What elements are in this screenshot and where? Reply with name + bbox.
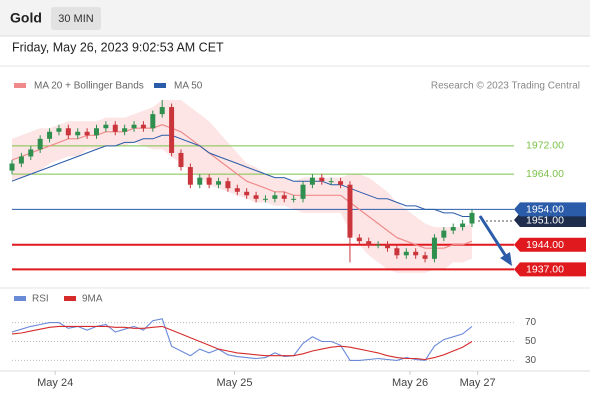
- candle-body: [356, 237, 362, 242]
- candle-body: [272, 195, 278, 199]
- rsi-panel: 70 50 30: [11, 317, 537, 366]
- legend-label: MA 20 + Bollinger Bands: [34, 81, 144, 92]
- candle-body: [422, 255, 428, 259]
- timeframe[interactable]: 30 MIN: [58, 13, 94, 25]
- candle-body: [169, 107, 175, 153]
- x-tick-label: May 25: [216, 377, 252, 389]
- level-tag: [514, 213, 586, 227]
- candle-body: [469, 212, 475, 224]
- candle-body: [216, 181, 222, 185]
- candle-body: [103, 124, 109, 129]
- candle-body: [328, 181, 334, 183]
- level-label: 1937.00: [526, 264, 564, 276]
- y-tick-label: 30: [525, 355, 537, 366]
- x-tick-label: May 27: [460, 377, 496, 389]
- moving-average: [11, 124, 473, 249]
- candle-body: [385, 244, 391, 249]
- rsi-line: [11, 318, 473, 361]
- candle-body: [187, 167, 193, 185]
- legend-label: 9MA: [82, 294, 103, 305]
- candle-body: [140, 124, 146, 129]
- candle-body: [450, 227, 456, 231]
- level-label: 1954.00: [526, 204, 564, 216]
- candle-body: [93, 128, 99, 136]
- level-label: 1944.00: [526, 239, 564, 251]
- candle-body: [206, 177, 212, 185]
- level-tag: [514, 262, 586, 277]
- candle-body: [18, 156, 24, 164]
- candle-body: [366, 241, 372, 245]
- candle-body: [9, 163, 15, 171]
- candle-body: [413, 251, 419, 256]
- candle-body: [460, 223, 466, 228]
- level-label: 1964.00: [526, 168, 564, 180]
- candle-body: [319, 177, 325, 182]
- rsi-line: [11, 325, 473, 361]
- candle-body: [37, 138, 43, 150]
- candle-body: [56, 128, 62, 132]
- candle-body: [28, 149, 34, 157]
- candle-body: [441, 230, 447, 238]
- candle-body: [300, 184, 306, 199]
- candle-body: [347, 184, 353, 238]
- legend-label: MA 50: [174, 81, 203, 92]
- candle-body: [309, 177, 315, 185]
- forecast-arrow: [478, 215, 509, 259]
- y-tick-label: 70: [525, 317, 537, 328]
- legend-swatch: [64, 296, 76, 301]
- candle-body: [375, 244, 381, 246]
- candle-body: [65, 128, 71, 136]
- candle-body: [234, 188, 240, 192]
- candle-body: [75, 131, 81, 136]
- legend-swatch: [14, 296, 26, 301]
- date: Friday, May 26, 2023 9:02:53 AM CET: [12, 40, 224, 54]
- candle-body: [403, 251, 409, 256]
- candle-body: [122, 128, 128, 132]
- candle-body: [197, 177, 203, 185]
- candle-body: [291, 198, 297, 200]
- candle-body: [131, 124, 137, 129]
- level-tag: [514, 202, 586, 217]
- level-label: 1972.00: [526, 140, 564, 152]
- forecast-arrowhead: [500, 252, 512, 266]
- x-tick-label: May 26: [392, 377, 428, 389]
- y-tick-label: 50: [525, 336, 537, 347]
- legend-label: RSI: [32, 294, 49, 305]
- x-tick-label: May 24: [37, 377, 73, 389]
- candle-body: [159, 107, 165, 115]
- candle-body: [47, 131, 53, 139]
- candle-body: [281, 195, 287, 199]
- candle-body: [338, 181, 344, 185]
- candle-body: [431, 237, 437, 259]
- candle-body: [253, 195, 259, 199]
- moving-average: [11, 134, 472, 217]
- bollinger-band: [12, 100, 472, 273]
- legend-swatch: [14, 83, 26, 88]
- level-tag: [514, 237, 586, 252]
- candle-body: [262, 198, 268, 200]
- instrument-title: Gold: [10, 10, 42, 26]
- candle-body: [84, 131, 90, 136]
- candle-body: [150, 114, 156, 129]
- legend-swatch: [154, 83, 166, 88]
- source: Research © 2023 Trading Central: [431, 81, 580, 92]
- candle-body: [112, 124, 118, 132]
- candle-body: [394, 248, 400, 256]
- candle-body: [178, 152, 184, 168]
- level-label: 1951.00: [526, 214, 564, 226]
- timeframe-pill[interactable]: [51, 7, 101, 30]
- candle-body: [244, 191, 250, 196]
- candle-body: [225, 181, 231, 189]
